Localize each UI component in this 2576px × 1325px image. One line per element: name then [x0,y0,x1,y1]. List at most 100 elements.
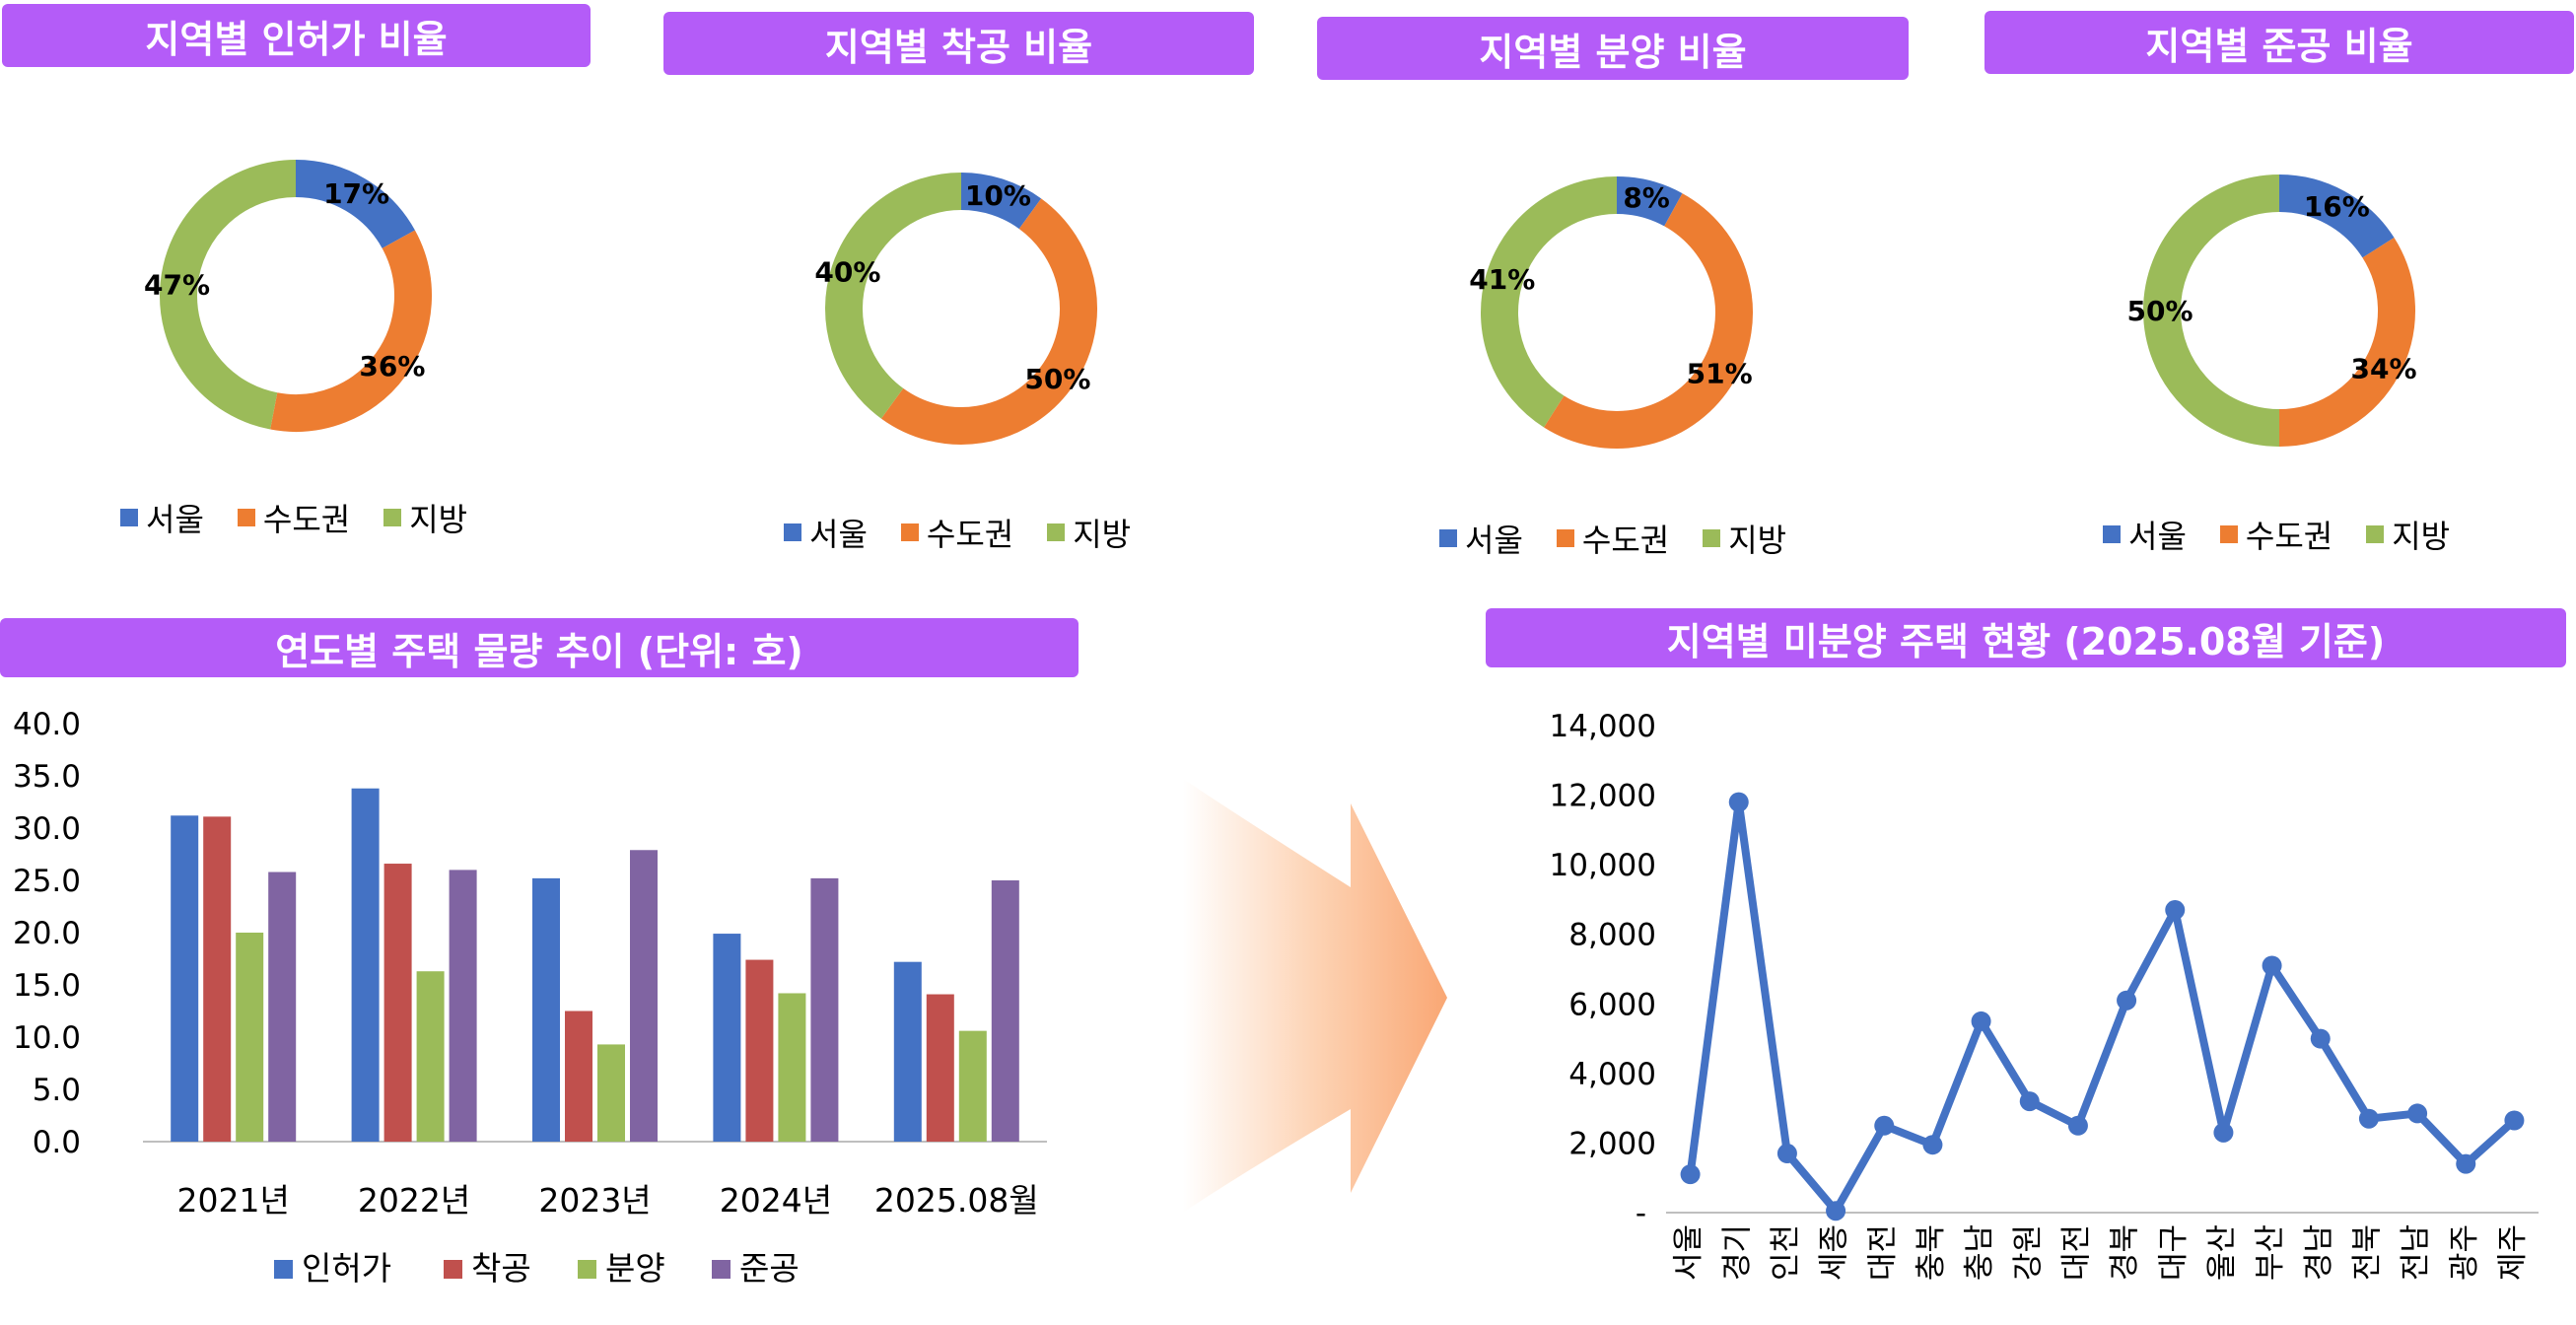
bar-2-0 [236,933,264,1142]
donut-slice-region [160,160,297,430]
legend-label: 수도권 [262,501,351,538]
donut-slice-region [825,173,962,419]
bar-3-3 [810,877,839,1142]
donut-slice-capital [1544,193,1753,449]
y-tick-label: 2,000 [1568,1126,1656,1161]
donut-slice-seoul [1616,176,1683,227]
x-tick-label: 전북 [2349,1224,2385,1281]
bar-0-0 [171,815,199,1142]
legend-label: 서울 [1465,522,1523,559]
legend-label: 수도권 [2245,518,2333,555]
legend-swatch-seoul [784,523,801,541]
x-tick-label: 경북 [2108,1224,2143,1281]
x-tick-label: 충북 [1914,1224,1949,1281]
bar-legend-swatch [712,1260,731,1279]
donut-slice-capital [270,230,432,432]
legend-item-capital: 수도권 [1556,516,1669,561]
donut-legend-sale: 서울 수도권 지방 [1439,516,1786,561]
x-tick-label: 2022년 [358,1181,470,1220]
legend-swatch-capital [2219,525,2238,543]
line-point [1680,1164,1701,1185]
line-point [2262,955,2282,976]
line-point [2165,900,2186,921]
legend-item-seoul: 서울 [2103,512,2187,557]
legend-item-capital: 수도권 [2219,512,2333,557]
legend-item-capital: 수도권 [900,510,1014,555]
y-tick-label: 0.0 [33,1125,81,1160]
bar-2-3 [778,993,806,1142]
donut-data-label: 36% [359,350,425,383]
bar-2-2 [597,1044,625,1142]
y-tick-label: 30.0 [13,811,81,847]
x-tick-label: 2024년 [720,1181,832,1220]
legend-label: 지방 [409,501,468,538]
x-tick-label: 제주 [2495,1224,2531,1281]
legend-label: 서울 [146,501,204,538]
legend-swatch-region [1047,523,1066,541]
legend-swatch-region [383,509,402,526]
legend-swatch-capital [237,509,255,526]
donut-title-sale: 지역별 분양 비율 [1317,17,1909,80]
bar-2-1 [416,971,445,1142]
x-tick-label: 울산 [2204,1224,2240,1281]
bar-2-4 [958,1030,987,1142]
donut-data-label: 41% [1469,263,1535,296]
bar-legend-label: 인허가 [302,1249,391,1288]
x-tick-label: 강원 [2010,1224,2046,1281]
legend-label: 서울 [2128,518,2187,555]
y-tick-label: 25.0 [13,864,81,899]
x-tick-label: 전남 [2399,1224,2434,1281]
line-point [2019,1091,2040,1112]
donut-chart-sale: 8% 51% 41% [1469,176,1753,449]
line-point [2504,1110,2525,1131]
line-point [2213,1122,2234,1143]
x-tick-label: 2023년 [538,1181,651,1220]
donut-slice-capital [880,198,1097,445]
line-point [2358,1108,2379,1129]
donut-data-label: 34% [2351,352,2417,384]
bar-legend-label: 분양 [605,1249,665,1288]
donut-legend-complete: 서울 수도권 지방 [2103,512,2450,557]
x-tick-label: 대구 [2156,1224,2192,1281]
bar-0-1 [351,788,380,1142]
bar-3-4 [991,880,1019,1142]
line-point [1776,1144,1797,1164]
y-tick-label: 5.0 [33,1073,81,1108]
bar-0-2 [532,877,560,1142]
donut-data-label: 16% [2304,190,2370,223]
donut-legend-start: 서울 수도권 지방 [784,510,1131,555]
y-tick-label: 10.0 [13,1020,81,1056]
y-tick-label: 8,000 [1568,918,1656,953]
x-tick-label: 부산 [2253,1224,2288,1281]
x-tick-label: 광주 [2447,1224,2482,1281]
y-tick-label: 4,000 [1568,1057,1656,1092]
donut-data-label: 51% [1687,358,1753,390]
legend-item-region: 지방 [383,495,467,540]
bar-legend-label: 착공 [471,1249,531,1288]
bar-1-4 [926,994,954,1142]
line-point [2310,1028,2331,1049]
legend-item-seoul: 서울 [784,510,868,555]
legend-item-seoul: 서울 [120,495,204,540]
donut-slice-seoul [2278,174,2395,258]
donut-slice-seoul [295,160,415,249]
donut-data-label: 50% [2126,295,2193,327]
donut-chart-complete: 16% 34% 50% [2126,174,2417,447]
bar-3-1 [449,870,477,1142]
y-tick-label: 14,000 [1550,709,1656,744]
legend-label: 지방 [1073,516,1132,553]
line-chart: - 2,000 4,000 6,000 8,000 10,000 12,000 14,000 서… [1550,709,2539,1281]
x-tick-label: 대전 [2058,1224,2094,1281]
bar-chart: 0.0 5.0 10.0 15.0 20.0 25.0 30.0 35.0 40.0 2021년 2… [13,707,1047,1288]
bar-chart-title: 연도별 주택 물량 추이 (단위: 호) [0,618,1079,677]
legend-label: 서울 [809,516,868,553]
donut-chart-permit: 17% 36% 47% [144,160,432,432]
bar-0-3 [713,934,741,1142]
legend-swatch-capital [900,523,919,541]
bar-legend-swatch [578,1260,596,1279]
line-point [1826,1201,1846,1221]
x-tick-label: 인천 [1768,1224,1803,1281]
donut-data-label: 8% [1623,181,1670,214]
legend-item-region: 지방 [2366,512,2450,557]
legend-label: 수도권 [926,516,1014,553]
